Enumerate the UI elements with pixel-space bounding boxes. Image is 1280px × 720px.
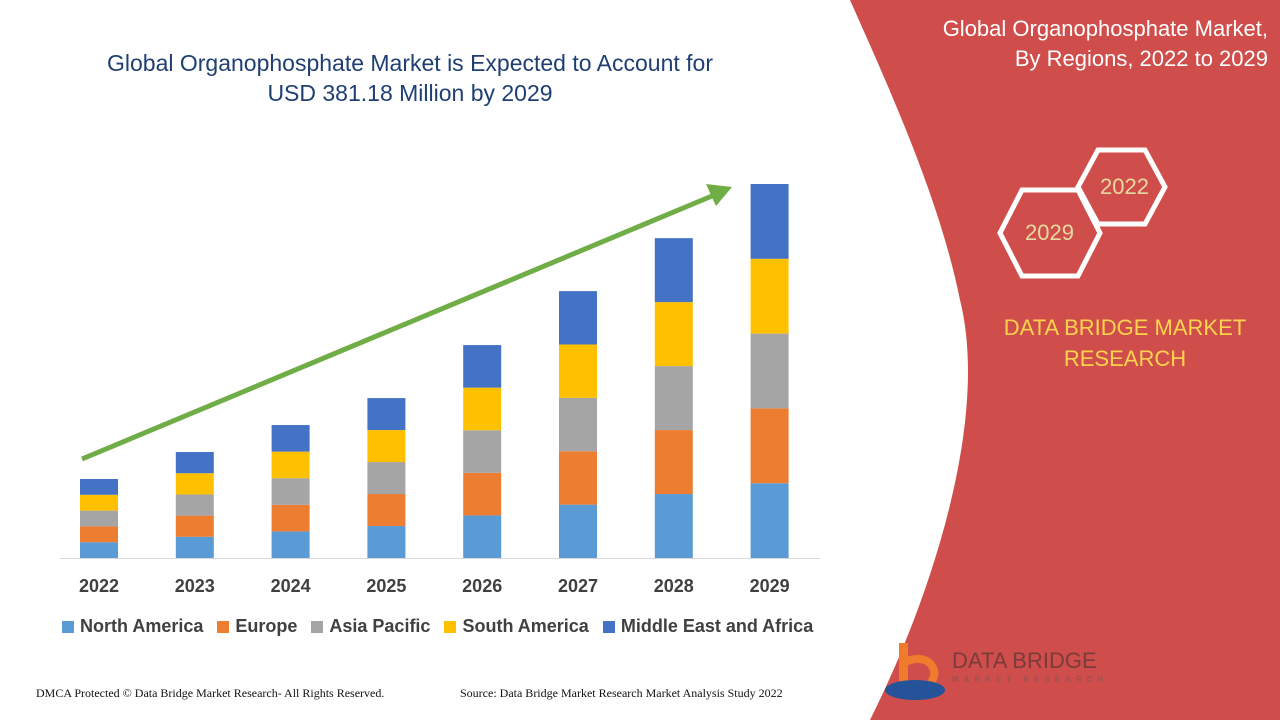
legend-label: North America xyxy=(80,616,204,636)
footer-copyright: DMCA Protected © Data Bridge Market Rese… xyxy=(36,686,385,700)
hexagon-2029 xyxy=(997,187,1103,279)
logo-text: DATA BRIDGE xyxy=(952,648,1097,673)
logo-mark xyxy=(885,643,945,700)
bar-2024-middle-east-and-africa xyxy=(271,425,310,452)
x-tick-label: 2022 xyxy=(79,576,119,596)
bar-2023-europe xyxy=(175,515,214,537)
bar-2024-north-america xyxy=(271,531,310,558)
bar-2027-europe xyxy=(559,451,597,505)
legend-swatch xyxy=(602,620,615,633)
legend-item: Middle East and Africa xyxy=(602,616,814,637)
footer-source: Source: Data Bridge Market Research Mark… xyxy=(460,686,783,700)
bar-2027-asia-pacific xyxy=(559,397,597,452)
x-axis-labels: 2022 2023 2024 2025 2026 2027 2028 2029 xyxy=(79,576,790,596)
legend-swatch xyxy=(62,620,74,633)
bar-2025-north-america xyxy=(367,526,406,558)
x-tick-label: 2024 xyxy=(271,576,311,596)
legend-item: North America xyxy=(62,616,203,637)
bar-2022-middle-east-and-africa xyxy=(80,479,118,495)
bar-2022-south-america xyxy=(80,494,118,511)
panel-title-line-1: Global Organophosphate Market, xyxy=(942,16,1268,41)
bar-2026-north-america xyxy=(463,515,502,558)
bar-2025-south-america xyxy=(367,430,406,463)
title-line-2: USD 381.18 Million by 2029 xyxy=(267,80,553,106)
hexagon-2022 xyxy=(1075,147,1168,227)
bar-2022-europe xyxy=(80,526,118,543)
bar-2029-europe xyxy=(750,408,789,484)
bar-2026-middle-east-and-africa xyxy=(463,345,502,388)
title-line-1: Global Organophosphate Market is Expecte… xyxy=(106,50,714,76)
legend-item: Asia Pacific xyxy=(311,616,430,637)
legend-swatch xyxy=(444,620,457,633)
bar-2028-asia-pacific xyxy=(654,366,693,431)
legend-item: Europe xyxy=(217,616,297,637)
bar-2029-south-america xyxy=(750,258,789,334)
brand-line-2: RESEARCH xyxy=(1063,346,1187,371)
bar-2023-north-america xyxy=(175,536,214,558)
bar-2023-asia-pacific xyxy=(175,494,214,516)
bar-2026-europe xyxy=(463,472,502,516)
bar-2024-south-america xyxy=(271,451,310,479)
bars xyxy=(80,184,789,558)
legend-swatch xyxy=(311,620,324,633)
legend-label: Europe xyxy=(235,616,298,636)
panel-title: Global Organophosphate Market, By Region… xyxy=(848,14,1268,74)
bar-2025-asia-pacific xyxy=(367,462,406,495)
bar-2027-north-america xyxy=(559,504,597,558)
x-tick-label: 2029 xyxy=(750,576,790,596)
bar-2028-north-america xyxy=(654,494,693,558)
bar-2022-asia-pacific xyxy=(80,510,118,527)
bar-2023-middle-east-and-africa xyxy=(175,452,214,474)
x-tick-label: 2025 xyxy=(366,576,406,596)
chart-title: Global Organophosphate Market is Expecte… xyxy=(60,48,760,108)
x-tick-label: 2023 xyxy=(175,576,215,596)
side-panel xyxy=(850,0,1280,720)
x-tick-label: 2026 xyxy=(462,576,502,596)
legend-swatch xyxy=(217,620,230,633)
legend-label: South America xyxy=(462,616,589,636)
bar-2025-middle-east-and-africa xyxy=(367,398,406,431)
hex-label-2022: 2022 xyxy=(1100,174,1149,199)
x-tick-label: 2028 xyxy=(654,576,694,596)
brand-text: DATA BRIDGE MARKET RESEARCH xyxy=(985,312,1265,374)
bar-2028-middle-east-and-africa xyxy=(654,238,693,303)
bar-2029-north-america xyxy=(750,483,789,558)
logo-subtext: MARKET RESEARCH xyxy=(952,675,1109,684)
bar-2023-south-america xyxy=(175,473,214,495)
hex-label-2029: 2029 xyxy=(1025,220,1074,245)
x-tick-label: 2027 xyxy=(558,576,598,596)
panel-title-line-2: By Regions, 2022 to 2029 xyxy=(1014,46,1268,71)
legend-item: South America xyxy=(444,616,589,637)
bar-2024-asia-pacific xyxy=(271,478,310,505)
bar-2029-middle-east-and-africa xyxy=(750,184,789,259)
legend: North America Europe Asia Pacific South Ame… xyxy=(62,616,813,637)
bar-2028-europe xyxy=(654,430,693,495)
trend-arrow xyxy=(81,184,732,462)
bar-2027-middle-east-and-africa xyxy=(559,291,597,345)
bar-2026-south-america xyxy=(463,387,502,431)
bar-2028-south-america xyxy=(654,302,693,367)
legend-label: Middle East and Africa xyxy=(620,616,814,636)
bar-2022-north-america xyxy=(80,542,118,558)
bar-2029-asia-pacific xyxy=(750,333,789,409)
legend-label: Asia Pacific xyxy=(329,616,431,636)
bar-2026-asia-pacific xyxy=(463,430,502,473)
brand-line-1: DATA BRIDGE MARKET xyxy=(1003,315,1247,340)
bar-2027-south-america xyxy=(559,344,597,398)
bar-2024-europe xyxy=(271,504,310,532)
bar-2025-europe xyxy=(367,494,406,527)
